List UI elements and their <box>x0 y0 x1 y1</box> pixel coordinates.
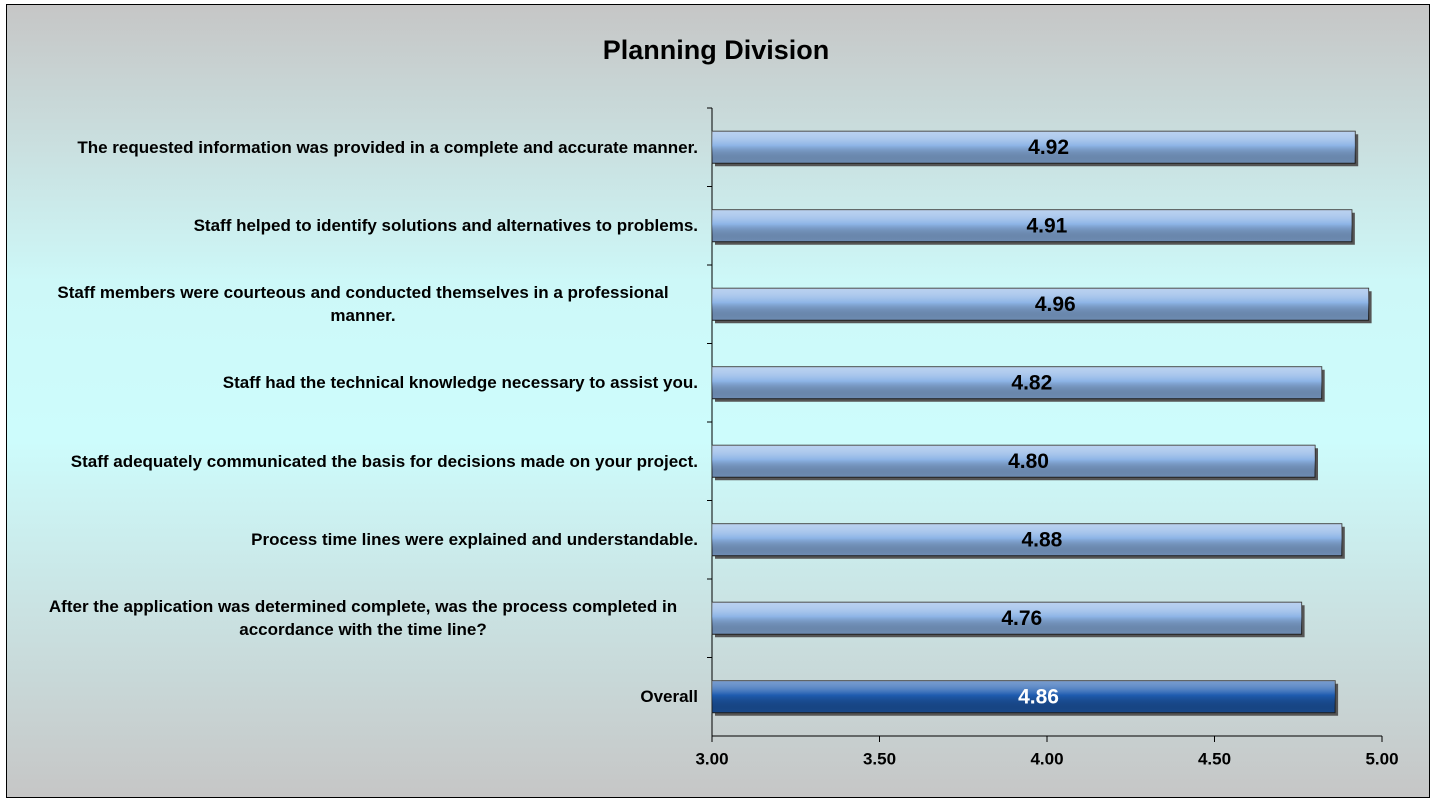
y-tick-label-box: Overall <box>8 667 698 727</box>
y-tick-label-box: Staff members were courteous and conduct… <box>8 274 698 334</box>
x-tick-label: 3.00 <box>695 749 728 768</box>
value-label: 4.80 <box>1008 450 1049 473</box>
bar-shine <box>712 523 1342 556</box>
value-label: 4.86 <box>1018 685 1059 708</box>
value-label: 4.82 <box>1011 371 1052 394</box>
y-tick-label: After the application was determined com… <box>48 597 678 640</box>
value-label: 4.88 <box>1021 528 1062 551</box>
bar-shine <box>712 445 1315 478</box>
y-tick-label: Staff helped to identify solutions and a… <box>193 216 698 236</box>
bar-shine <box>712 680 1336 713</box>
y-tick-label-box: Process time lines were explained and un… <box>8 510 698 570</box>
y-tick-label-box: Staff helped to identify solutions and a… <box>8 196 698 256</box>
y-tick-label-box: Staff adequately communicated the basis … <box>8 431 698 491</box>
y-tick-label: Staff adequately communicated the basis … <box>70 451 698 471</box>
bar-shine <box>712 288 1369 321</box>
y-tick-label: The requested information was provided i… <box>77 137 698 157</box>
bar-shine <box>712 131 1356 164</box>
x-tick-label: 3.50 <box>863 749 896 768</box>
value-label: 4.76 <box>1001 607 1042 630</box>
x-tick-label: 4.00 <box>1030 749 1063 768</box>
y-tick-label-box: The requested information was provided i… <box>8 117 698 177</box>
y-tick-label: Overall <box>640 687 698 707</box>
y-tick-label-box: Staff had the technical knowledge necess… <box>8 353 698 413</box>
value-label: 4.91 <box>1026 214 1067 237</box>
y-tick-label: Process time lines were explained and un… <box>251 530 698 550</box>
bar-shine <box>712 602 1302 635</box>
y-tick-label-box: After the application was determined com… <box>8 588 698 648</box>
x-tick-label: 4.50 <box>1198 749 1231 768</box>
bar-shine <box>712 209 1352 242</box>
y-tick-label: Staff had the technical knowledge necess… <box>222 373 698 393</box>
value-label: 4.96 <box>1035 293 1076 316</box>
value-label: 4.92 <box>1028 136 1069 159</box>
x-tick-label: 5.00 <box>1365 749 1398 768</box>
bar-shine <box>712 366 1322 399</box>
chart-title: Planning Division <box>603 35 830 65</box>
y-tick-label: Staff members were courteous and conduct… <box>57 283 669 326</box>
